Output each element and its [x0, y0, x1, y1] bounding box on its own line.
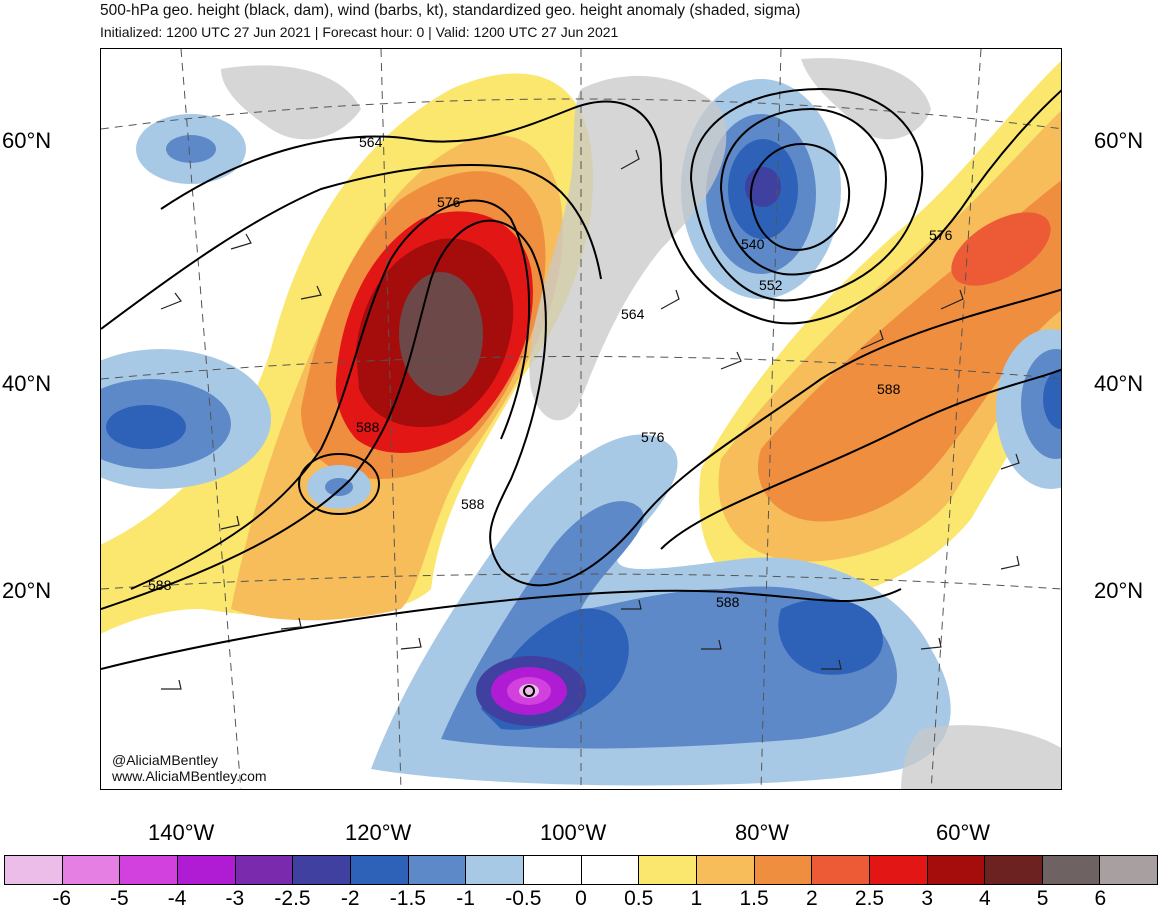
map-title: 500-hPa geo. height (black, dam), wind (…	[100, 2, 801, 19]
colorbar-swatch	[985, 856, 1043, 884]
map-canvas: 564 576 588 588 588 588 540 552 564 576 …	[101, 49, 1061, 789]
colorbar	[4, 855, 1158, 885]
colorbar-swatch	[523, 856, 582, 884]
map-subtitle: Initialized: 1200 UTC 27 Jun 2021 | Fore…	[100, 24, 619, 40]
colorbar-label: 3	[921, 887, 934, 910]
colorbar-swatch	[927, 856, 986, 884]
height-contours	[101, 87, 1061, 697]
colorbar-label: 0	[575, 887, 587, 910]
colorbar-label: 1.5	[739, 887, 769, 910]
contour-label: 588	[877, 381, 901, 397]
lat-label-60n-right: 60°N	[1094, 128, 1144, 153]
colorbar-swatch	[350, 856, 409, 884]
colorbar-label: 4	[979, 887, 991, 910]
colorbar-swatch	[120, 856, 178, 884]
colorbar-label: -0.5	[505, 887, 542, 910]
weather-map: 564 576 588 588 588 588 540 552 564 576 …	[100, 48, 1062, 790]
colorbar-swatch	[293, 856, 351, 884]
colorbar-label: -2.5	[274, 887, 311, 910]
colorbar-swatch	[639, 856, 697, 884]
contour-label-group: 564 576 588 588 588 588 540 552 564 576 …	[148, 134, 953, 610]
land-mask	[221, 58, 1061, 789]
contour-label: 576	[437, 194, 461, 210]
colorbar-label: -1.5	[389, 887, 426, 910]
colorbar-swatch	[408, 856, 467, 884]
colorbar-swatch	[1042, 856, 1101, 884]
lon-label-140w: 140°W	[148, 820, 215, 845]
colorbar-label: 6	[1094, 887, 1107, 910]
colorbar-swatch	[869, 856, 928, 884]
colorbar-label: -2	[340, 887, 360, 910]
colorbar-swatch	[62, 856, 121, 884]
anomaly-shading	[101, 60, 1061, 786]
contour-label: 576	[929, 227, 953, 243]
colorbar-swatch	[696, 856, 755, 884]
graticule	[101, 49, 1061, 789]
credit-url: www.AliciaMBentley.com	[112, 768, 267, 784]
colorbar-label: -6	[52, 887, 72, 910]
lat-label-40n-right: 40°N	[1094, 371, 1144, 396]
colorbar-label: -5	[110, 887, 129, 910]
contour-label: 588	[716, 594, 740, 610]
colorbar-swatch	[581, 856, 640, 884]
contour-label: 540	[741, 236, 765, 252]
lat-label-40n-left: 40°N	[2, 371, 52, 396]
colorbar-label: -1	[456, 887, 475, 910]
credit-handle: @AliciaMBentley	[112, 752, 219, 768]
lat-label-60n-left: 60°N	[2, 128, 52, 153]
wind-barbs	[160, 149, 1020, 690]
contour-label: 564	[621, 306, 645, 322]
colorbar-label: 2	[805, 887, 818, 910]
lat-label-20n-right: 20°N	[1094, 578, 1144, 603]
contour-label: 588	[356, 419, 380, 435]
colorbar-swatch	[1100, 856, 1158, 884]
colorbar-swatch	[177, 856, 236, 884]
contour-label: 576	[641, 429, 665, 445]
colorbar-label: 0.5	[624, 887, 654, 910]
colorbar-swatch	[466, 856, 524, 884]
contour-label: 588	[148, 577, 172, 593]
colorbar-label: -3	[225, 887, 245, 910]
lon-label-80w: 80°W	[735, 820, 790, 845]
lat-label-20n-left: 20°N	[2, 578, 52, 603]
colorbar-label: 2.5	[854, 887, 885, 910]
lon-label-60w: 60°W	[936, 820, 991, 845]
colorbar-swatch	[235, 856, 294, 884]
contour-label: 564	[359, 134, 383, 150]
lon-label-100w: 100°W	[540, 820, 607, 845]
colorbar-label: 5	[1036, 887, 1049, 910]
contour-label: 552	[759, 277, 783, 293]
colorbar-label: 1	[690, 887, 703, 910]
contour-label: 588	[461, 496, 485, 512]
colorbar-swatch	[5, 856, 63, 884]
lon-label-120w: 120°W	[345, 820, 412, 845]
colorbar-swatch	[812, 856, 870, 884]
colorbar-label: -4	[167, 887, 187, 910]
colorbar-swatch	[754, 856, 813, 884]
